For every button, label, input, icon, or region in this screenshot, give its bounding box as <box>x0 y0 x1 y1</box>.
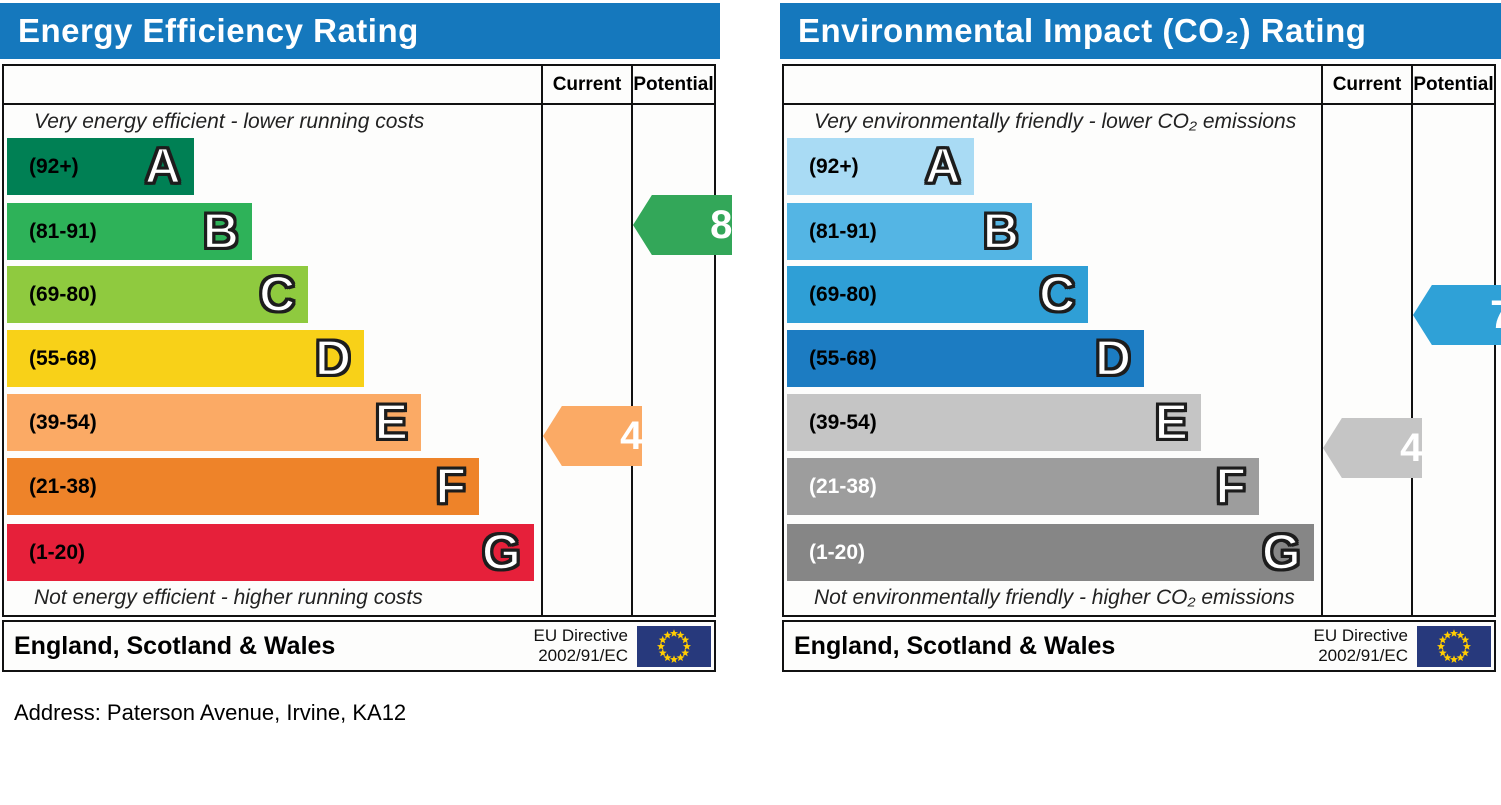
band-row-e: (39-54) E <box>787 393 1202 451</box>
band-range-label: (21-38) <box>809 474 877 498</box>
band-row-b: (81-91) B <box>787 202 1032 260</box>
current-rating-arrow: 43 <box>543 406 643 466</box>
band-range-label: (21-38) <box>29 474 97 498</box>
band-letter: A <box>924 137 962 195</box>
potential-rating-value: 87 <box>710 202 755 247</box>
top-caption: Very energy efficient - lower running co… <box>34 110 425 133</box>
band-letter: A <box>144 137 182 195</box>
current-rating-value: 43 <box>620 413 665 458</box>
eu-directive-line1: EU Directive <box>1313 626 1408 645</box>
current-rating-value: 40 <box>1400 425 1445 470</box>
potential-rating-arrow: 71 <box>1413 285 1501 345</box>
band-zone: (92+) A (81-91) B (69-80) C (55-68) D (3… <box>784 66 1321 615</box>
band-range-label: (69-80) <box>809 282 877 306</box>
band-letter: B <box>202 202 240 260</box>
environmental-chart-title: Environmental Impact (CO₂) Rating <box>780 3 1501 59</box>
jurisdiction-footer: England, Scotland & Wales EU Directive 2… <box>782 620 1496 672</box>
potential-rating-value: 71 <box>1490 293 1501 338</box>
jurisdiction-footer: England, Scotland & Wales EU Directive 2… <box>2 620 716 672</box>
band-letter: G <box>481 523 522 581</box>
band-range-label: (92+) <box>809 154 859 178</box>
band-zone: (92+) A (81-91) B (69-80) C (55-68) D (3… <box>4 66 541 615</box>
eu-directive-line2: 2002/91/EC <box>538 646 628 665</box>
bottom-caption: Not energy efficient - higher running co… <box>34 586 423 609</box>
band-row-a: (92+) A <box>7 137 194 195</box>
band-row-g: (1-20) G <box>7 523 534 581</box>
environmental-impact-chart: Environmental Impact (CO₂) Rating Curren… <box>780 0 1501 680</box>
band-letter: C <box>1038 265 1076 323</box>
band-letter: F <box>1214 457 1247 515</box>
potential-column-divider <box>631 66 633 615</box>
band-row-d: (55-68) D <box>787 329 1145 387</box>
band-letter: E <box>374 393 410 451</box>
band-letter: E <box>1154 393 1190 451</box>
current-column-header: Current <box>1332 74 1402 95</box>
band-row-d: (55-68) D <box>7 329 365 387</box>
eu-directive-label: EU Directive 2002/91/EC <box>534 626 628 666</box>
band-row-f: (21-38) F <box>787 457 1260 515</box>
environmental-rating-table: Current Potential Very environmentally f… <box>782 64 1501 617</box>
bottom-caption: Not environmentally friendly - higher CO… <box>814 586 1295 609</box>
band-letter: G <box>1261 523 1302 581</box>
band-row-g: (1-20) G <box>787 523 1314 581</box>
band-row-c: (69-80) C <box>7 265 309 323</box>
jurisdiction-label: England, Scotland & Wales <box>14 631 336 660</box>
band-letter: D <box>1094 329 1132 387</box>
band-row-a: (92+) A <box>787 137 974 195</box>
band-letter: C <box>258 265 296 323</box>
band-row-e: (39-54) E <box>7 393 422 451</box>
band-letter: D <box>314 329 352 387</box>
band-range-label: (69-80) <box>29 282 97 306</box>
eu-directive-label: EU Directive 2002/91/EC <box>1314 626 1408 666</box>
current-column-header: Current <box>552 74 622 95</box>
energy-efficiency-chart: Energy Efficiency Rating Current Potenti… <box>0 0 733 680</box>
band-letter: F <box>434 457 467 515</box>
potential-column-divider <box>1411 66 1413 615</box>
band-range-label: (55-68) <box>29 346 97 370</box>
current-column-divider <box>541 66 543 615</box>
band-letter: B <box>982 202 1020 260</box>
potential-column-header: Potential <box>1413 74 1494 95</box>
property-address: Address: Paterson Avenue, Irvine, KA12 <box>14 700 407 725</box>
jurisdiction-label: England, Scotland & Wales <box>794 631 1116 660</box>
eu-directive-line1: EU Directive <box>533 626 628 645</box>
band-range-label: (39-54) <box>29 410 97 434</box>
band-row-c: (69-80) C <box>787 265 1089 323</box>
header-divider <box>4 103 714 105</box>
top-caption: Very environmentally friendly - lower CO… <box>814 110 1297 133</box>
header-divider <box>784 103 1494 105</box>
band-range-label: (1-20) <box>29 540 86 564</box>
eu-flag-icon <box>1417 625 1491 667</box>
band-row-f: (21-38) F <box>7 457 480 515</box>
current-rating-arrow: 40 <box>1323 418 1423 478</box>
current-column-divider <box>1321 66 1323 615</box>
potential-rating-arrow: 87 <box>633 195 733 255</box>
energy-rating-table: Current Potential Very energy efficient … <box>2 64 733 617</box>
band-range-label: (1-20) <box>809 540 866 564</box>
band-range-label: (92+) <box>29 154 79 178</box>
band-range-label: (55-68) <box>809 346 877 370</box>
band-range-label: (81-91) <box>809 219 877 243</box>
band-range-label: (81-91) <box>29 219 97 243</box>
eu-flag-icon <box>637 625 711 667</box>
band-row-b: (81-91) B <box>7 202 252 260</box>
potential-column-header: Potential <box>633 74 714 95</box>
eu-directive-line2: 2002/91/EC <box>1318 646 1408 665</box>
energy-chart-title: Energy Efficiency Rating <box>0 3 720 59</box>
band-range-label: (39-54) <box>809 410 877 434</box>
